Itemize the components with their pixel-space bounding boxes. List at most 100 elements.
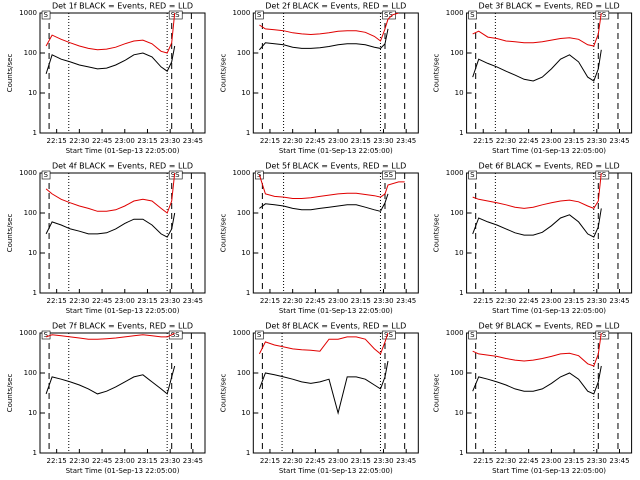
y-tick-label: 10 <box>241 409 250 417</box>
x-tick-label: 22:30 <box>496 457 516 465</box>
y-tick-label: 100 <box>450 369 463 377</box>
x-tick-label: 22:15 <box>473 137 493 145</box>
marker-label: SS <box>597 331 606 339</box>
y-tick-label: 10 <box>28 409 37 417</box>
marker-box <box>168 330 183 340</box>
x-tick-label: 23:45 <box>609 137 629 145</box>
x-axis-label: Start Time (01-Sep-13 22:05:00) <box>279 467 393 475</box>
x-tick-label: 23:00 <box>541 457 561 465</box>
x-tick-label: 23:30 <box>373 137 393 145</box>
x-tick-label: 22:45 <box>92 137 112 145</box>
x-tick-label: 23:15 <box>564 297 584 305</box>
x-tick-label: 22:30 <box>69 137 89 145</box>
y-tick-label: 10 <box>241 89 250 97</box>
x-tick-label: 23:15 <box>351 297 371 305</box>
y-tick-label: 1000 <box>232 9 250 17</box>
marker-box <box>595 170 610 180</box>
x-tick-label: 22:45 <box>305 457 325 465</box>
series-line <box>45 212 176 238</box>
y-tick-label: 1 <box>246 129 250 137</box>
marker-label: S <box>470 331 475 339</box>
x-tick-label: 23:45 <box>396 297 416 305</box>
x-tick-label: 23:15 <box>564 137 584 145</box>
x-axis-label: Start Time (01-Sep-13 22:05:00) <box>492 467 606 475</box>
y-tick-label: 1 <box>33 129 37 137</box>
series-line <box>45 13 176 54</box>
panel: Det 5f BLACK = Events, RED = LLD 1 10 100 10… <box>219 162 419 315</box>
x-axis-label: Start Time (01-Sep-13 22:05:00) <box>279 147 393 155</box>
y-tick-label: 1000 <box>232 329 250 337</box>
y-tick-label: 1000 <box>446 169 464 177</box>
x-tick-label: 22:30 <box>283 137 303 145</box>
x-tick-label: 23:30 <box>587 137 607 145</box>
y-axis-label: Counts/sec <box>433 54 441 93</box>
marker-box <box>168 10 183 20</box>
marker-label: S <box>44 171 49 179</box>
marker-label: SS <box>597 171 606 179</box>
x-tick-label: 23:45 <box>396 137 416 145</box>
series-line <box>259 28 389 51</box>
panel: Det 8f BLACK = Events, RED = LLD 1 10 100 10… <box>219 322 419 475</box>
marker-box <box>382 330 396 340</box>
series-line <box>472 49 602 82</box>
x-tick-label: 23:30 <box>373 457 393 465</box>
x-tick-label: 23:00 <box>115 137 135 145</box>
y-axis-label: Counts/sec <box>6 374 14 413</box>
x-tick-label: 23:45 <box>183 297 203 305</box>
x-tick-label: 22:45 <box>92 297 112 305</box>
x-axis-label: Start Time (01-Sep-13 22:05:00) <box>279 307 393 315</box>
marker-label: S <box>257 331 262 339</box>
marker-label: SS <box>384 11 393 19</box>
x-tick-label: 23:00 <box>541 137 561 145</box>
x-tick-label: 23:15 <box>137 297 157 305</box>
x-tick-label: 22:30 <box>69 457 89 465</box>
plot-frame <box>252 12 419 134</box>
y-tick-label: 100 <box>24 369 37 377</box>
marker-label: SS <box>171 171 180 179</box>
y-tick-label: 1 <box>459 289 463 297</box>
x-tick-label: 22:15 <box>47 297 67 305</box>
x-tick-label: 22:30 <box>69 297 89 305</box>
y-tick-label: 10 <box>455 89 464 97</box>
marker-box <box>255 330 264 340</box>
x-tick-label: 22:30 <box>496 297 516 305</box>
plot-frame <box>466 332 633 454</box>
y-tick-label: 1 <box>459 449 463 457</box>
x-tick-label: 22:15 <box>260 137 280 145</box>
marker-label: SS <box>384 171 393 179</box>
y-tick-label: 10 <box>28 89 37 97</box>
y-tick-label: 1 <box>33 449 37 457</box>
marker-label: SS <box>171 331 180 339</box>
y-axis-label: Counts/sec <box>6 54 14 93</box>
series-line <box>472 365 602 395</box>
y-tick-label: 100 <box>237 209 250 217</box>
y-tick-label: 1000 <box>19 169 37 177</box>
x-tick-label: 23:00 <box>328 297 348 305</box>
marker-label: S <box>470 171 475 179</box>
x-tick-label: 22:45 <box>305 137 325 145</box>
x-tick-label: 23:15 <box>351 137 371 145</box>
y-tick-label: 1 <box>33 289 37 297</box>
y-tick-label: 1 <box>246 449 250 457</box>
x-tick-label: 23:00 <box>541 297 561 305</box>
chart-title: Det 9f BLACK = Events, RED = LLD <box>479 322 620 331</box>
marker-label: S <box>257 11 262 19</box>
panel: Det 4f BLACK = Events, RED = LLD 1 10 100 10… <box>6 162 206 315</box>
chart-title: Det 6f BLACK = Events, RED = LLD <box>479 162 620 171</box>
x-tick-label: 22:15 <box>47 457 67 465</box>
marker-box <box>255 10 264 20</box>
marker-box <box>382 10 396 20</box>
marker-label: S <box>44 11 49 19</box>
panel: Det 1f BLACK = Events, RED = LLD 1 10 100 10… <box>6 2 206 155</box>
y-tick-label: 100 <box>450 49 463 57</box>
series-line <box>472 333 602 367</box>
x-tick-label: 22:15 <box>260 457 280 465</box>
marker-box <box>168 170 183 180</box>
series-line <box>258 360 389 415</box>
x-tick-label: 22:45 <box>519 137 539 145</box>
plot-frame <box>466 12 633 134</box>
x-tick-label: 23:30 <box>160 137 180 145</box>
y-tick-label: 10 <box>455 249 464 257</box>
y-tick-label: 100 <box>237 369 250 377</box>
y-tick-label: 1000 <box>446 9 464 17</box>
